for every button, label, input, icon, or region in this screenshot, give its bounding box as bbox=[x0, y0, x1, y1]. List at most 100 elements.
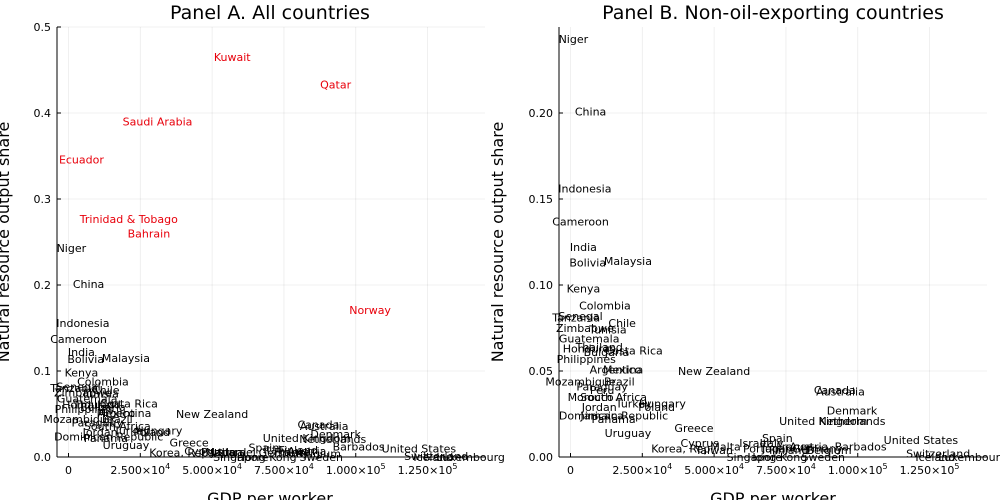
panel-a-point-luxembourg: Luxembourg bbox=[436, 451, 505, 464]
panel-a-point-new-zealand: New Zealand bbox=[176, 408, 248, 421]
panel-a-point-turkey: Turkey bbox=[113, 424, 150, 437]
panel-a-point-zimbabwe: Zimbabwe bbox=[54, 387, 112, 400]
panel-b-point-brazil: Brazil bbox=[604, 375, 635, 388]
panel-b-point-guatemala: Guatemala bbox=[559, 332, 620, 345]
panel-b-point-costa-rica: Costa Rica bbox=[605, 344, 663, 357]
panel-b-point-singapore: Singapore bbox=[727, 451, 783, 464]
panel-a-point-switzerland: Switzerland bbox=[404, 450, 468, 463]
panel-a-point-bahrain: Bahrain bbox=[128, 227, 171, 240]
panel-a-title: Panel A. All countries bbox=[170, 2, 370, 24]
panel-b-points: NigerChinaIndonesiaCameroonIndiaBoliviaM… bbox=[545, 33, 1000, 464]
panel-a-x-tick-label: 0 bbox=[65, 464, 72, 477]
panel-a-point-mexico: Mexico bbox=[97, 407, 136, 420]
panel-a-x-axis-label: GDP per worker bbox=[207, 489, 333, 500]
panel-a-x-tick-label: 1.000×105 bbox=[326, 462, 386, 477]
panel-b-point-italy: Italy bbox=[760, 437, 784, 450]
panel-a-point-denmark: Denmark bbox=[310, 428, 361, 441]
panel-b-point-colombia: Colombia bbox=[579, 300, 631, 313]
panel-a-x-tick-label: 7.500×104 bbox=[254, 462, 314, 477]
panel-a-point-mozambique: Mozambique bbox=[43, 413, 113, 426]
panel-b-point-thailand: Thailand bbox=[575, 341, 623, 354]
panel-b-point-paraguay: Paraguay bbox=[576, 380, 628, 393]
panel-b-point-japan: Japan bbox=[761, 442, 793, 455]
panel-a-point-jordan: Jordan bbox=[82, 426, 118, 439]
panel-a-point-malaysia: Malaysia bbox=[102, 352, 150, 365]
panel-b-x-tick-label: 7.500×104 bbox=[756, 462, 816, 477]
panel-b-point-bolivia: Bolivia bbox=[569, 257, 606, 270]
panel-a-x-tick-label: 1.250×105 bbox=[398, 462, 458, 477]
panel-a-point-saudi-arabia: Saudi Arabia bbox=[123, 116, 193, 129]
panel-a-point-israel: Israel bbox=[226, 446, 256, 459]
panel-b-point-hungary: Hungary bbox=[639, 398, 686, 411]
panel-b-point-zimbabwe: Zimbabwe bbox=[556, 322, 614, 335]
panel-b-title: Panel B. Non-oil-exporting countries bbox=[602, 2, 944, 24]
panel-b-point-taiwan: Taiwan bbox=[694, 444, 732, 457]
panel-a-point-cyprus: Cyprus bbox=[184, 445, 223, 458]
panel-b-point-barbados: Barbados bbox=[835, 441, 887, 454]
panel-a-point-france: France bbox=[274, 446, 311, 459]
panel-b-y-tick-label: 0.00 bbox=[529, 451, 554, 464]
panel-b-point-luxembourg: Luxembourg bbox=[938, 451, 1000, 464]
panel-a-x-tick-label: 2.500×104 bbox=[110, 462, 170, 477]
panel-b-point-cyprus: Cyprus bbox=[681, 437, 720, 450]
panel-a-point-greece: Greece bbox=[170, 436, 209, 449]
panel-b-point-morocco: Morocco bbox=[568, 391, 614, 404]
panel-b-y-tick-label: 0.10 bbox=[529, 279, 554, 292]
panel-a-points: Kuwait Qatar Saudi Arabia Ecuador Trinidad &… bbox=[43, 51, 504, 464]
panel-a-point-chile: Chile bbox=[92, 384, 120, 397]
panel-b-y-tick-label: 0.05 bbox=[529, 365, 554, 378]
panel-a-point-hungary: Hungary bbox=[135, 424, 182, 437]
panel-b-point-korea-rep: Korea, Rep. bbox=[651, 442, 714, 455]
panel-a-point-portugal: Portugal bbox=[201, 446, 247, 459]
panel-b-point-india: India bbox=[570, 241, 597, 254]
panel-b-point-sweden: Sweden bbox=[802, 451, 845, 464]
panel-b-point-netherlands: Netherlands bbox=[818, 415, 885, 428]
panel-a-point-cameroon: Cameroon bbox=[50, 333, 107, 346]
panel-a-point-dominican-republic: Dominican Republic bbox=[54, 430, 163, 443]
panel-a-point-tanzania: Tanzania bbox=[49, 382, 98, 395]
panel-a-point-norway: Norway bbox=[349, 304, 391, 317]
panel-a-y-axis-label: Natural resource output share bbox=[0, 122, 13, 363]
panel-b-point-south-africa: South Africa bbox=[580, 391, 647, 404]
panel-b-y-tick-label: 0.20 bbox=[529, 107, 554, 120]
panel-b-point-spain: Spain bbox=[762, 432, 793, 445]
panel-a-point-poland: Poland bbox=[133, 426, 170, 439]
panel-b-point-niger: Niger bbox=[559, 33, 589, 46]
panel-a-point-japan: Japan bbox=[210, 446, 242, 459]
panel-b-point-france: France bbox=[776, 441, 813, 454]
panel-a-point-bulgaria: Bulgaria bbox=[80, 401, 126, 414]
panel-a-point-iceland: Iceland bbox=[413, 451, 453, 464]
panel-b-point-malaysia: Malaysia bbox=[604, 255, 652, 268]
panel-b-point-united-kingdom: United Kingdom bbox=[779, 415, 867, 428]
panel-a-point-philippines: Philippines bbox=[55, 403, 115, 416]
panel-b-point-germany: Germany bbox=[792, 442, 843, 455]
panel-a-y-tick-label: 0.5 bbox=[34, 21, 52, 34]
panel-b-point-tunisia: Tunisia bbox=[588, 324, 627, 337]
panel-a-point-kenya: Kenya bbox=[65, 367, 99, 380]
panel-a-point-trinidad-tobago: Trinidad & Tobago bbox=[79, 213, 178, 226]
panel-a-point-australia: Australia bbox=[300, 420, 349, 433]
panel-a-y-tick-label: 0.4 bbox=[34, 107, 52, 120]
panel-b-point-tanzania: Tanzania bbox=[551, 312, 600, 325]
panel-a-point-honduras: Honduras bbox=[62, 399, 115, 412]
panel-a-point-austria: Austria bbox=[287, 445, 326, 458]
panel-a-point-italy: Italy bbox=[263, 443, 287, 456]
panel-b-point-denmark: Denmark bbox=[827, 405, 878, 418]
panel-b-point-kenya: Kenya bbox=[567, 282, 601, 295]
panel-a-point-guatemala: Guatemala bbox=[57, 393, 118, 406]
panel-a-point-canada: Canada bbox=[297, 418, 339, 431]
panel-b-x-tick-label: 1.000×105 bbox=[828, 462, 888, 477]
panel-a-point-hong-kong: Hong Kong bbox=[237, 451, 297, 464]
panel-b-y-axis-label: Natural resource output share bbox=[488, 122, 507, 363]
panel-a-y-tick-label: 0.0 bbox=[34, 451, 52, 464]
panel-a-point-uruguay: Uruguay bbox=[103, 439, 150, 452]
panel-a-point-thailand: Thailand bbox=[73, 399, 121, 412]
panel-b-point-philippines: Philippines bbox=[557, 353, 617, 366]
panel-a-point-spain: Spain bbox=[248, 442, 279, 455]
panel-a-point-barbados: Barbados bbox=[333, 441, 385, 454]
panel-b-point-peru: Peru bbox=[590, 384, 615, 397]
panel-a-point-costa-rica: Costa Rica bbox=[100, 398, 158, 411]
panel-b-point-united-states: United States bbox=[884, 434, 959, 447]
